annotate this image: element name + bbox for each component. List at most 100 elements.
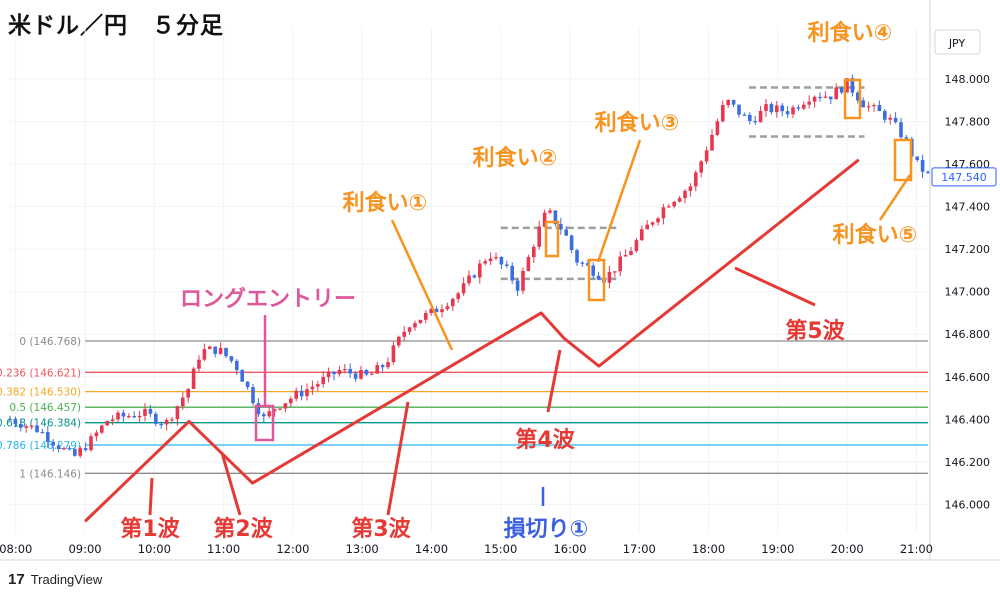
candle-body [267,411,271,417]
candle-body [143,408,147,416]
candle-body [758,110,763,123]
candle-body [623,255,628,257]
candles [8,74,930,459]
candle-body [434,308,439,313]
candle-body [175,406,180,420]
take-profit-pointer [878,174,912,221]
candle-body [278,408,282,410]
candle-body [40,432,45,434]
candle-body [764,104,768,111]
candle-body [24,426,28,428]
tradingview-icon: 17 [8,571,25,588]
candle-body [769,104,774,113]
candle-body [591,265,595,276]
candle-body [559,223,563,230]
candle-body [235,360,239,371]
candle-body [121,412,126,417]
wave-pointer [148,477,154,516]
candle-body [191,368,196,389]
candle-body [634,240,639,251]
candle-body [499,257,504,265]
candle-body [710,134,714,151]
candle-body [461,283,466,294]
take-profit-box [843,78,862,120]
candle-body [564,229,568,236]
time-tick: 13:00 [346,542,379,556]
candle-body [154,413,158,424]
candle-body [877,105,882,112]
candle-body [440,309,444,313]
candle-body [208,346,212,350]
candle-body [785,111,790,115]
take-profit-box [893,138,913,182]
currency-box [934,29,981,55]
candle-body [483,261,487,264]
candle-body [8,419,12,421]
candle-body [505,264,509,266]
candle-body [337,369,342,375]
candle-body [472,275,477,278]
candle-body [748,114,752,122]
range-box [749,86,865,138]
candle-body [294,390,298,399]
take-profit-label-4: 利食い④ [808,20,893,46]
candle-body [488,258,493,262]
candle-body [364,370,369,375]
candle-body [618,256,622,272]
candle-body [353,373,358,379]
candle-body [823,96,828,98]
candle-body [407,327,412,332]
candle-body [29,425,34,427]
candle-body [580,262,585,264]
candle-body [105,420,109,426]
time-tick: 11:00 [207,542,240,556]
candle-body [672,201,676,207]
candle-body [704,150,709,162]
candle-body [148,408,153,414]
candle-body [310,386,315,390]
time-tick: 12:00 [276,542,309,556]
candle-body [548,210,552,213]
time-tick: 21:00 [900,542,933,556]
candle-body [35,425,39,433]
candle-body [856,92,860,101]
candle-body [915,156,919,161]
candle-body [872,105,876,107]
range-boxes [500,86,865,281]
candle-body [456,293,460,299]
candle-body [132,416,136,418]
candle-body [305,389,309,397]
tradingview-label: TradingView [30,572,103,587]
candle-body [699,161,703,173]
time-tick: 16:00 [553,542,586,556]
candle-body [742,114,747,116]
candle-body [83,448,88,451]
candle-body [893,117,898,123]
candle-body [677,198,682,202]
candle-body [326,371,331,378]
candle-body [883,111,887,120]
candle-body [245,381,250,388]
currency-label: JPY [948,37,966,50]
candlestick-chart[interactable]: 0 (146.768) 0.236 (146.621) 0.382 (146.530… [0,0,1000,570]
candle-body [170,419,174,421]
candle-body [19,424,23,428]
candle-body [316,384,320,387]
candle-body [834,87,838,100]
candle-body [688,186,693,191]
candle-body [613,271,617,273]
time-tick: 19:00 [761,542,794,556]
time-tick: 09:00 [68,542,101,556]
candle-body [796,107,801,109]
candle-body [661,207,666,219]
price-tick: 146.600 [945,371,991,384]
candle-body [629,250,633,256]
fib-label: 0.618 (146.384) [0,418,81,430]
time-tick: 20:00 [831,542,864,556]
candle-body [791,107,795,115]
candle-body [726,99,730,105]
tradingview-logo: 17 TradingView [8,571,102,588]
candle-body [380,365,385,368]
time-tick: 08:00 [0,542,32,556]
candle-body [715,121,720,135]
